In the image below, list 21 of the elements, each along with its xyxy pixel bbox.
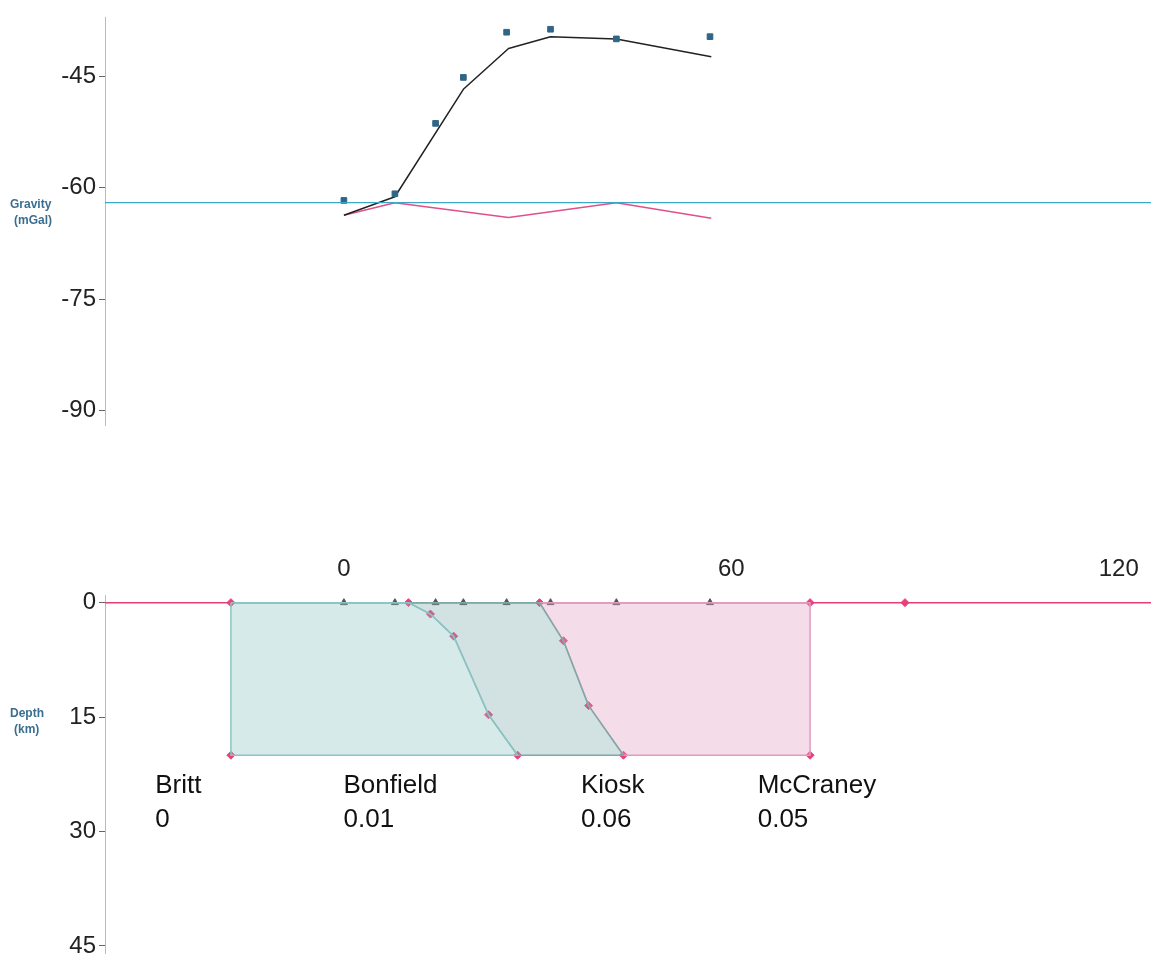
y-tick-label: -75 xyxy=(61,283,96,311)
y-axis-title: Depth (km) xyxy=(10,705,44,736)
x-tick-label: 60 xyxy=(717,554,745,582)
annotation: 0.05 xyxy=(757,803,809,834)
y-tick-label: 30 xyxy=(69,816,96,844)
annotation: McCraney xyxy=(757,768,877,799)
y-tick-label: 0 xyxy=(82,587,96,615)
y-tick-label: 45 xyxy=(69,930,96,958)
y-tick-label: -45 xyxy=(61,61,96,89)
y-tick-label: 15 xyxy=(69,701,96,729)
annotation: Britt xyxy=(155,768,203,799)
y-tick-label: -90 xyxy=(61,394,96,422)
x-tick-label: 120 xyxy=(1098,554,1139,582)
annotation: Kiosk xyxy=(580,768,646,799)
annotation: 0.06 xyxy=(580,803,632,834)
annotation: Bonfield xyxy=(343,768,438,799)
y-tick-label: -60 xyxy=(61,172,96,200)
y-axis-title: Gravity (mGal) xyxy=(10,197,53,228)
annotation: 0 xyxy=(155,803,170,834)
x-tick-label: 0 xyxy=(337,554,351,582)
annotation: 0.01 xyxy=(343,803,395,834)
